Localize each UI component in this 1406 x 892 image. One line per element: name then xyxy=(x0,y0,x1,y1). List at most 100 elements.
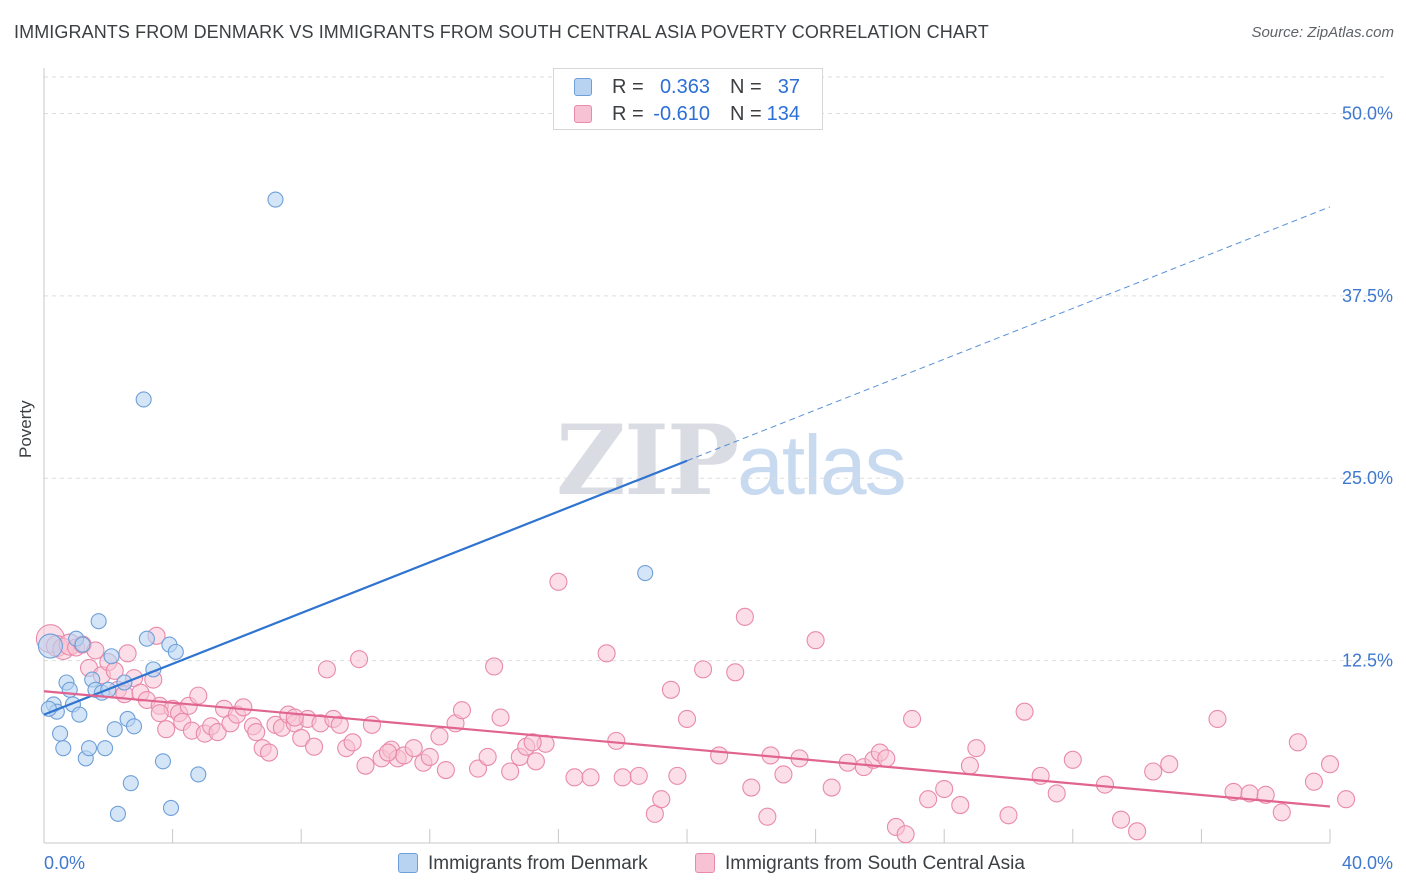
denmark-point xyxy=(135,391,152,408)
sca-point xyxy=(157,720,176,739)
r-label: R = xyxy=(612,103,644,125)
sca-point xyxy=(523,733,542,752)
sca-point xyxy=(430,727,449,746)
sca-point xyxy=(629,766,648,785)
denmark-point xyxy=(40,700,57,717)
sca-point xyxy=(259,743,279,762)
sca-point xyxy=(1208,709,1227,729)
r-value: 0.363 xyxy=(659,76,710,98)
sca-point xyxy=(1320,755,1340,774)
sca-swatch xyxy=(695,853,715,873)
n-value: 37 xyxy=(777,76,800,98)
sca-point xyxy=(1111,810,1131,829)
sca-point xyxy=(1304,772,1323,791)
sca-point xyxy=(247,723,266,742)
legend-row-sca: R = -0.610 N = 134 xyxy=(554,101,824,127)
sca-point xyxy=(806,631,825,650)
sca-point xyxy=(404,739,423,758)
denmark-swatch xyxy=(398,853,418,873)
sca-point xyxy=(452,701,472,720)
sca-point xyxy=(668,766,687,785)
watermark-zip: ZIP xyxy=(556,404,739,517)
sca-point xyxy=(597,644,616,663)
sca-point xyxy=(549,572,568,591)
sca-point xyxy=(150,704,169,723)
n-label: N = xyxy=(730,76,762,98)
sca-point xyxy=(951,796,970,815)
sca-point xyxy=(1047,784,1066,803)
sca-point xyxy=(919,790,938,809)
sca-point xyxy=(694,660,713,679)
x-tick-label: 40.0% xyxy=(1342,853,1393,873)
sca-point xyxy=(735,607,754,626)
stats-legend: R = 0.363 N = 37 R = -0.610 N = 134 xyxy=(553,68,823,130)
sca-point xyxy=(581,768,600,787)
sca-point xyxy=(935,779,954,799)
sca-point xyxy=(234,698,253,717)
sca-point xyxy=(710,746,729,765)
denmark-point xyxy=(109,805,126,822)
sca-point xyxy=(1128,822,1147,841)
sca-point xyxy=(189,686,208,705)
sca-point xyxy=(526,752,545,771)
denmark-point xyxy=(90,613,107,630)
sca-point xyxy=(774,765,793,784)
sca-point xyxy=(1272,803,1291,822)
denmark-point xyxy=(55,740,72,757)
sca-point xyxy=(902,709,922,729)
denmark-trend-line xyxy=(43,459,688,716)
sca-point xyxy=(1160,755,1179,774)
denmark-point xyxy=(154,753,172,770)
source-label: Source: ZipAtlas.com xyxy=(1251,24,1394,41)
sca-point xyxy=(896,825,915,844)
tick-labels: 12.5% 25.0% 37.5% 50.0% 0.0% 40.0% xyxy=(44,103,1393,873)
denmark-point xyxy=(74,636,91,653)
sca-point xyxy=(565,768,584,787)
sca-point xyxy=(742,778,761,797)
y-tick-label: 37.5% xyxy=(1342,286,1393,306)
sca-point xyxy=(607,731,626,750)
denmark-point xyxy=(80,740,98,757)
sca-point xyxy=(420,747,439,766)
denmark-swatch xyxy=(574,78,592,96)
sca-point xyxy=(1015,702,1034,721)
r-value: -0.610 xyxy=(653,103,710,125)
y-axis-label: Poverty xyxy=(16,400,35,458)
x-tick-label: 0.0% xyxy=(44,853,85,873)
legend-row-denmark: R = 0.363 N = 37 xyxy=(554,74,824,100)
grid-lines xyxy=(44,76,1386,662)
denmark-point xyxy=(162,799,180,817)
sca-point xyxy=(478,747,497,766)
sca-point xyxy=(661,680,680,699)
sca-point xyxy=(436,760,455,780)
denmark-point xyxy=(122,775,139,792)
watermark: ZIPatlas xyxy=(556,404,907,517)
sca-point xyxy=(343,733,362,752)
sca-legend-label: Immigrants from South Central Asia xyxy=(725,853,1025,874)
trend-lines xyxy=(43,206,1331,808)
sca-point xyxy=(1337,790,1356,809)
y-tick-label: 25.0% xyxy=(1342,468,1393,488)
sca-swatch xyxy=(574,105,592,123)
denmark-point xyxy=(37,633,63,659)
sca-point xyxy=(317,660,336,679)
sca-point xyxy=(877,749,896,768)
sca-point xyxy=(1095,775,1114,794)
sca-point xyxy=(350,650,369,669)
denmark-point xyxy=(138,630,155,647)
chart-title: IMMIGRANTS FROM DENMARK VS IMMIGRANTS FR… xyxy=(14,22,989,42)
sca-point xyxy=(305,737,324,756)
sca-point xyxy=(468,759,488,778)
r-label: R = xyxy=(612,76,644,98)
denmark-trend-extension xyxy=(686,206,1331,462)
sca-point xyxy=(1063,750,1082,769)
sca-point xyxy=(378,743,398,762)
denmark-point xyxy=(103,648,120,665)
sca-point xyxy=(758,807,777,826)
sca-point xyxy=(285,708,304,727)
denmark-point xyxy=(190,766,207,783)
sca-point xyxy=(1256,785,1275,804)
denmark-point xyxy=(71,706,88,723)
denmark-points xyxy=(37,191,654,822)
